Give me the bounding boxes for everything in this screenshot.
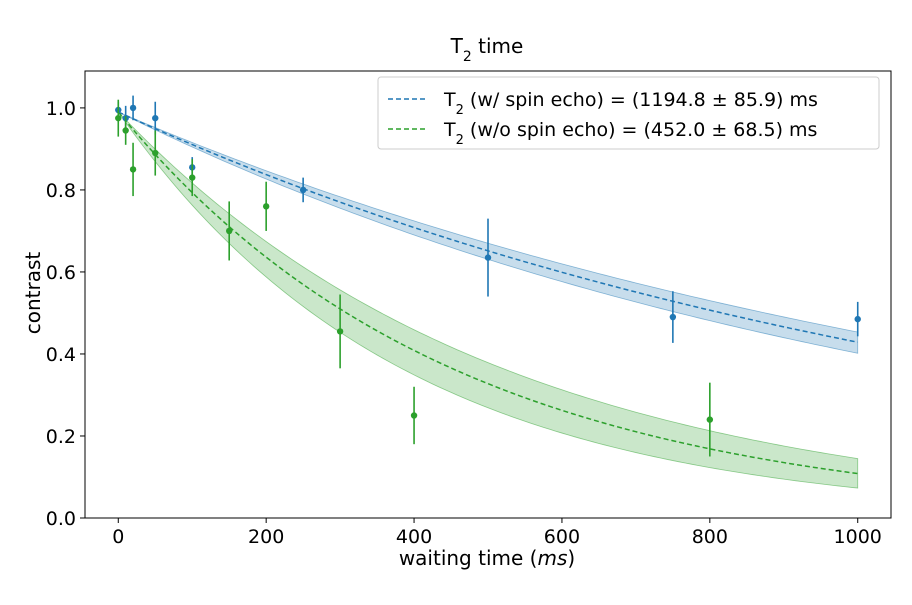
data-point-series-2 (706, 382, 714, 457)
x-axis-label: waiting time (ms) (399, 546, 575, 570)
data-point-series-2 (189, 159, 196, 197)
legend: T2 (w/ spin echo) = (1194.8 ± 85.9) msT2… (377, 76, 880, 150)
point-marker (262, 203, 270, 210)
data-point-series-1 (152, 101, 159, 135)
data-point-series-1 (669, 291, 677, 343)
x-tick-label: 0 (112, 526, 124, 548)
axes: 0 200 400 600 800 1000 0.0 0.2 0.4 0.6 0.8 1.0 (46, 70, 892, 548)
point-marker (189, 174, 196, 181)
x-tick-label: 400 (396, 526, 432, 548)
x-tick-label: 200 (248, 526, 284, 548)
confidence-band-series-2 (117, 111, 859, 489)
data-point-series-2 (262, 181, 270, 231)
y-tick-label: 1.0 (46, 98, 76, 120)
data-points (115, 95, 861, 457)
point-marker (129, 104, 137, 112)
point-marker (410, 412, 418, 419)
confidence-bands (117, 111, 859, 489)
point-marker (299, 186, 307, 194)
legend-entry-series-1: T2 (w/ spin echo) = (1194.8 ± 85.9) ms (388, 89, 818, 118)
x-tick-label: 600 (544, 526, 580, 548)
y-tick-label: 0.6 (46, 262, 76, 284)
plot-frame (84, 70, 892, 519)
point-marker (669, 313, 677, 321)
point-marker (129, 166, 137, 173)
point-marker (115, 114, 122, 122)
point-marker (152, 149, 159, 157)
data-point-series-2 (225, 201, 233, 261)
data-point-series-1 (484, 218, 492, 297)
data-point-series-1 (854, 301, 861, 337)
y-axis-label: contrast (21, 252, 45, 335)
data-point-series-2 (410, 386, 418, 445)
x-tick-label: 1000 (834, 526, 882, 548)
point-marker (152, 114, 159, 122)
point-marker (854, 315, 861, 323)
fit-line-series-2 (117, 111, 858, 475)
data-point-series-2 (115, 99, 122, 137)
x-tick-label: 800 (692, 526, 728, 548)
legend-label: T2 (w/ spin echo) = (1194.8 ± 85.9) ms (443, 89, 818, 118)
chart-title: T2 time (450, 34, 524, 65)
point-marker (484, 254, 492, 261)
data-point-series-2 (336, 294, 344, 369)
y-tick-label: 0.0 (46, 508, 76, 530)
data-point-series-2 (152, 130, 159, 176)
y-tick-label: 0.8 (46, 180, 76, 202)
point-marker (336, 328, 344, 335)
y-tick-label: 0.4 (46, 344, 76, 366)
data-point-series-1 (129, 95, 137, 121)
data-point-series-2 (129, 142, 137, 197)
legend-label: T2 (w/o spin echo) = (452.0 ± 68.5) ms (443, 119, 817, 148)
data-point-series-2 (122, 116, 129, 145)
y-tick-label: 0.2 (46, 426, 76, 448)
point-marker (122, 127, 129, 134)
legend-box (377, 76, 880, 150)
legend-entry-series-2: T2 (w/o spin echo) = (452.0 ± 68.5) ms (388, 119, 817, 148)
data-point-series-1 (299, 177, 307, 203)
point-marker (225, 227, 233, 235)
point-marker (706, 416, 714, 423)
